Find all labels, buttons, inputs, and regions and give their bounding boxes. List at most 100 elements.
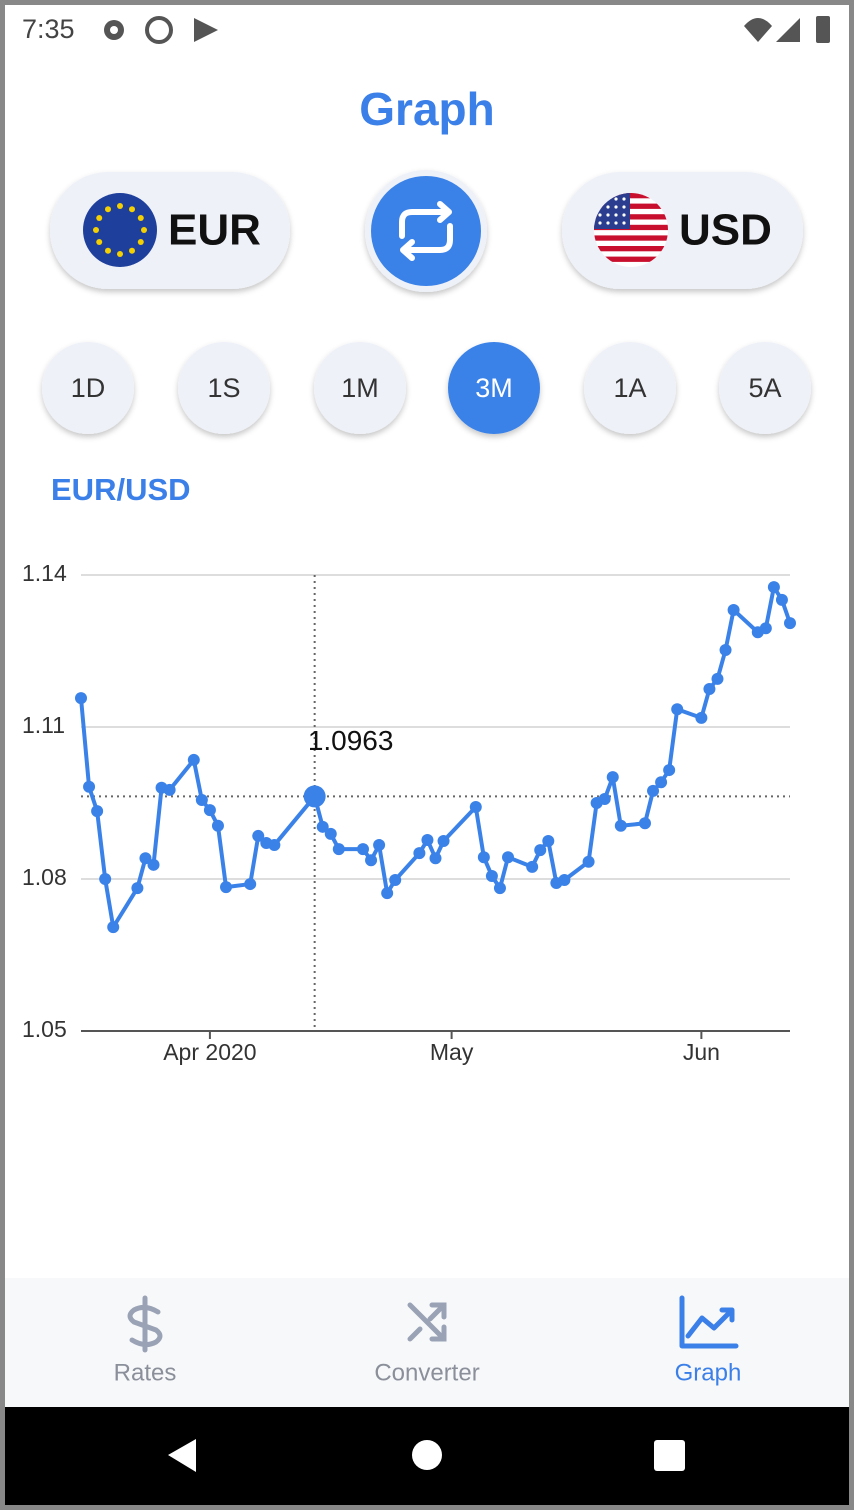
data-point bbox=[252, 829, 265, 842]
flag-star bbox=[614, 221, 618, 225]
flag-star bbox=[606, 213, 610, 217]
data-point bbox=[195, 793, 208, 806]
data-point bbox=[437, 835, 450, 847]
data-point bbox=[469, 801, 482, 814]
star bbox=[137, 215, 144, 221]
line-series bbox=[79, 585, 792, 930]
from-currency-button[interactable]: EUR bbox=[50, 172, 290, 289]
home-button[interactable] bbox=[412, 1440, 442, 1470]
data-point bbox=[502, 851, 515, 864]
flag-star bbox=[622, 205, 626, 209]
swap-button[interactable] bbox=[365, 170, 487, 292]
flag-star bbox=[606, 205, 610, 209]
data-point bbox=[695, 711, 708, 724]
data-point bbox=[99, 873, 112, 885]
status-time: 7:35 bbox=[22, 14, 75, 44]
period-label: 1D bbox=[71, 373, 106, 403]
data-point bbox=[373, 839, 386, 852]
data-point bbox=[147, 858, 160, 871]
stripe bbox=[594, 235, 668, 241]
nav-label[interactable]: Converter bbox=[374, 1359, 479, 1386]
eu-flag bbox=[83, 193, 157, 267]
data-point bbox=[598, 792, 611, 805]
star bbox=[93, 227, 99, 233]
data-point bbox=[429, 852, 442, 865]
data-point bbox=[389, 874, 402, 887]
data-point bbox=[767, 581, 780, 594]
data-point bbox=[244, 878, 257, 891]
data-point bbox=[784, 617, 796, 630]
data-point bbox=[413, 847, 426, 860]
y-tick-label: 1.14 bbox=[22, 560, 67, 586]
data-point bbox=[107, 921, 120, 934]
back-button[interactable] bbox=[168, 1439, 196, 1472]
period-label: 3M bbox=[475, 373, 513, 403]
period-button[interactable]: 3M bbox=[448, 342, 540, 434]
period-button[interactable]: 1M bbox=[314, 342, 406, 434]
nav-labels: Rates Converter Graph bbox=[114, 1359, 742, 1386]
period-bg bbox=[314, 342, 406, 434]
us-flag bbox=[594, 193, 668, 267]
data-point bbox=[727, 603, 740, 616]
data-point bbox=[381, 887, 394, 900]
data-point bbox=[493, 882, 506, 895]
data-point bbox=[324, 827, 337, 840]
y-tick-label: 1.05 bbox=[22, 1016, 67, 1042]
y-tick-label: 1.08 bbox=[22, 864, 67, 890]
flag-star bbox=[622, 221, 626, 225]
data-point bbox=[655, 776, 668, 789]
nav-label[interactable]: Graph bbox=[675, 1359, 742, 1386]
star bbox=[117, 251, 123, 257]
stripe bbox=[594, 203, 668, 209]
eu-stars bbox=[93, 203, 147, 257]
stripe bbox=[594, 224, 668, 231]
star bbox=[105, 247, 111, 254]
to-currency-button[interactable]: USD bbox=[562, 172, 803, 289]
nav-label[interactable]: Rates bbox=[114, 1359, 177, 1386]
data-point bbox=[131, 882, 144, 895]
data-point bbox=[703, 683, 716, 695]
star bbox=[105, 206, 111, 213]
period-button[interactable]: 1D bbox=[42, 342, 134, 434]
flag-star bbox=[622, 197, 626, 201]
data-point bbox=[671, 703, 684, 716]
period-label: 1S bbox=[207, 373, 240, 403]
data-point bbox=[356, 843, 369, 856]
period-bg bbox=[178, 342, 270, 434]
data-point bbox=[711, 672, 724, 685]
star bbox=[129, 206, 135, 213]
data-point bbox=[558, 874, 571, 887]
currency-code: EUR bbox=[168, 206, 261, 255]
period-bg bbox=[42, 342, 134, 434]
data-point bbox=[582, 855, 595, 868]
data-point bbox=[759, 622, 772, 635]
stripe bbox=[594, 256, 668, 262]
period-button[interactable]: 5A bbox=[719, 342, 811, 434]
data-point bbox=[75, 692, 87, 705]
data-point bbox=[663, 764, 676, 777]
currency-code: USD bbox=[679, 206, 772, 255]
flag-star bbox=[614, 205, 618, 209]
period-label: 1A bbox=[613, 373, 646, 403]
period-button[interactable]: 1A bbox=[584, 342, 676, 434]
data-point bbox=[220, 881, 233, 894]
data-point bbox=[163, 783, 176, 796]
star bbox=[141, 227, 147, 233]
recents-button[interactable] bbox=[654, 1440, 685, 1471]
stripe bbox=[594, 193, 668, 199]
flag-star bbox=[614, 213, 618, 217]
period-label: 1M bbox=[341, 373, 379, 403]
data-point bbox=[83, 780, 96, 793]
period-bg bbox=[448, 342, 540, 434]
rates-icon bbox=[127, 1295, 163, 1353]
star bbox=[117, 203, 123, 209]
star bbox=[137, 239, 144, 245]
page-title: Graph bbox=[359, 83, 494, 135]
swap-icon bbox=[399, 201, 453, 261]
status-icons bbox=[104, 16, 830, 44]
period-selector: 1D 1S 1M 3M 1A 5A bbox=[42, 342, 811, 434]
selected-point bbox=[303, 785, 326, 808]
period-button[interactable]: 1S bbox=[178, 342, 270, 434]
